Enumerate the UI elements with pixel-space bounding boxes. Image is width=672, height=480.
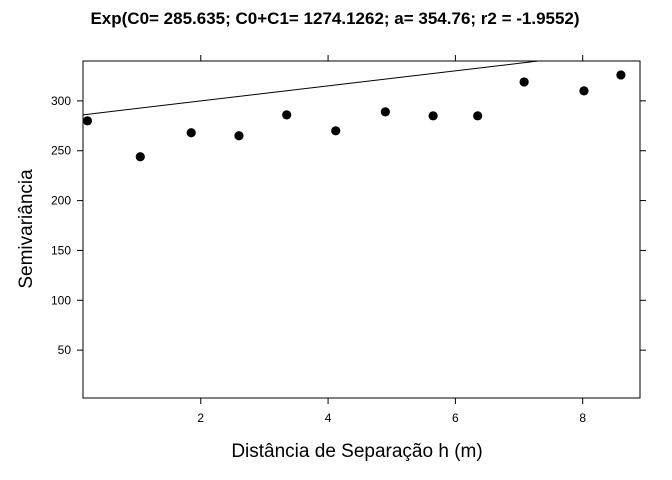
y-tick-label: 200	[51, 194, 71, 208]
axis-ticks	[77, 55, 646, 404]
data-point	[428, 111, 438, 121]
chart-title: Exp(C0= 285.635; C0+C1= 1274.1262; a= 35…	[90, 9, 579, 28]
data-point	[616, 70, 626, 80]
data-points	[82, 70, 626, 162]
x-tick-label: 4	[325, 411, 332, 425]
x-tick-label: 8	[579, 411, 586, 425]
data-point	[331, 126, 341, 136]
data-point	[579, 86, 589, 96]
model-curve	[82, 60, 539, 116]
y-tick-label: 100	[51, 293, 71, 307]
data-point	[519, 77, 529, 87]
data-point	[282, 110, 292, 120]
x-axis-label: Distância de Separação h (m)	[231, 441, 482, 462]
plot-frame	[82, 60, 641, 399]
data-point	[234, 131, 244, 141]
axis-tick-labels: 2 4 6 8 50 100 150 200 250 300	[51, 94, 586, 425]
x-tick-label: 2	[197, 411, 204, 425]
data-point	[82, 116, 93, 126]
data-point	[135, 152, 145, 162]
data-point	[473, 111, 483, 121]
y-tick-label: 250	[51, 144, 71, 158]
y-tick-label: 150	[51, 243, 71, 257]
x-tick-label: 6	[452, 411, 459, 425]
data-point	[186, 128, 196, 138]
data-point	[380, 107, 390, 117]
y-tick-label: 300	[51, 94, 71, 108]
y-axis-label: Semivariância	[16, 169, 37, 289]
y-tick-label: 50	[58, 343, 72, 357]
